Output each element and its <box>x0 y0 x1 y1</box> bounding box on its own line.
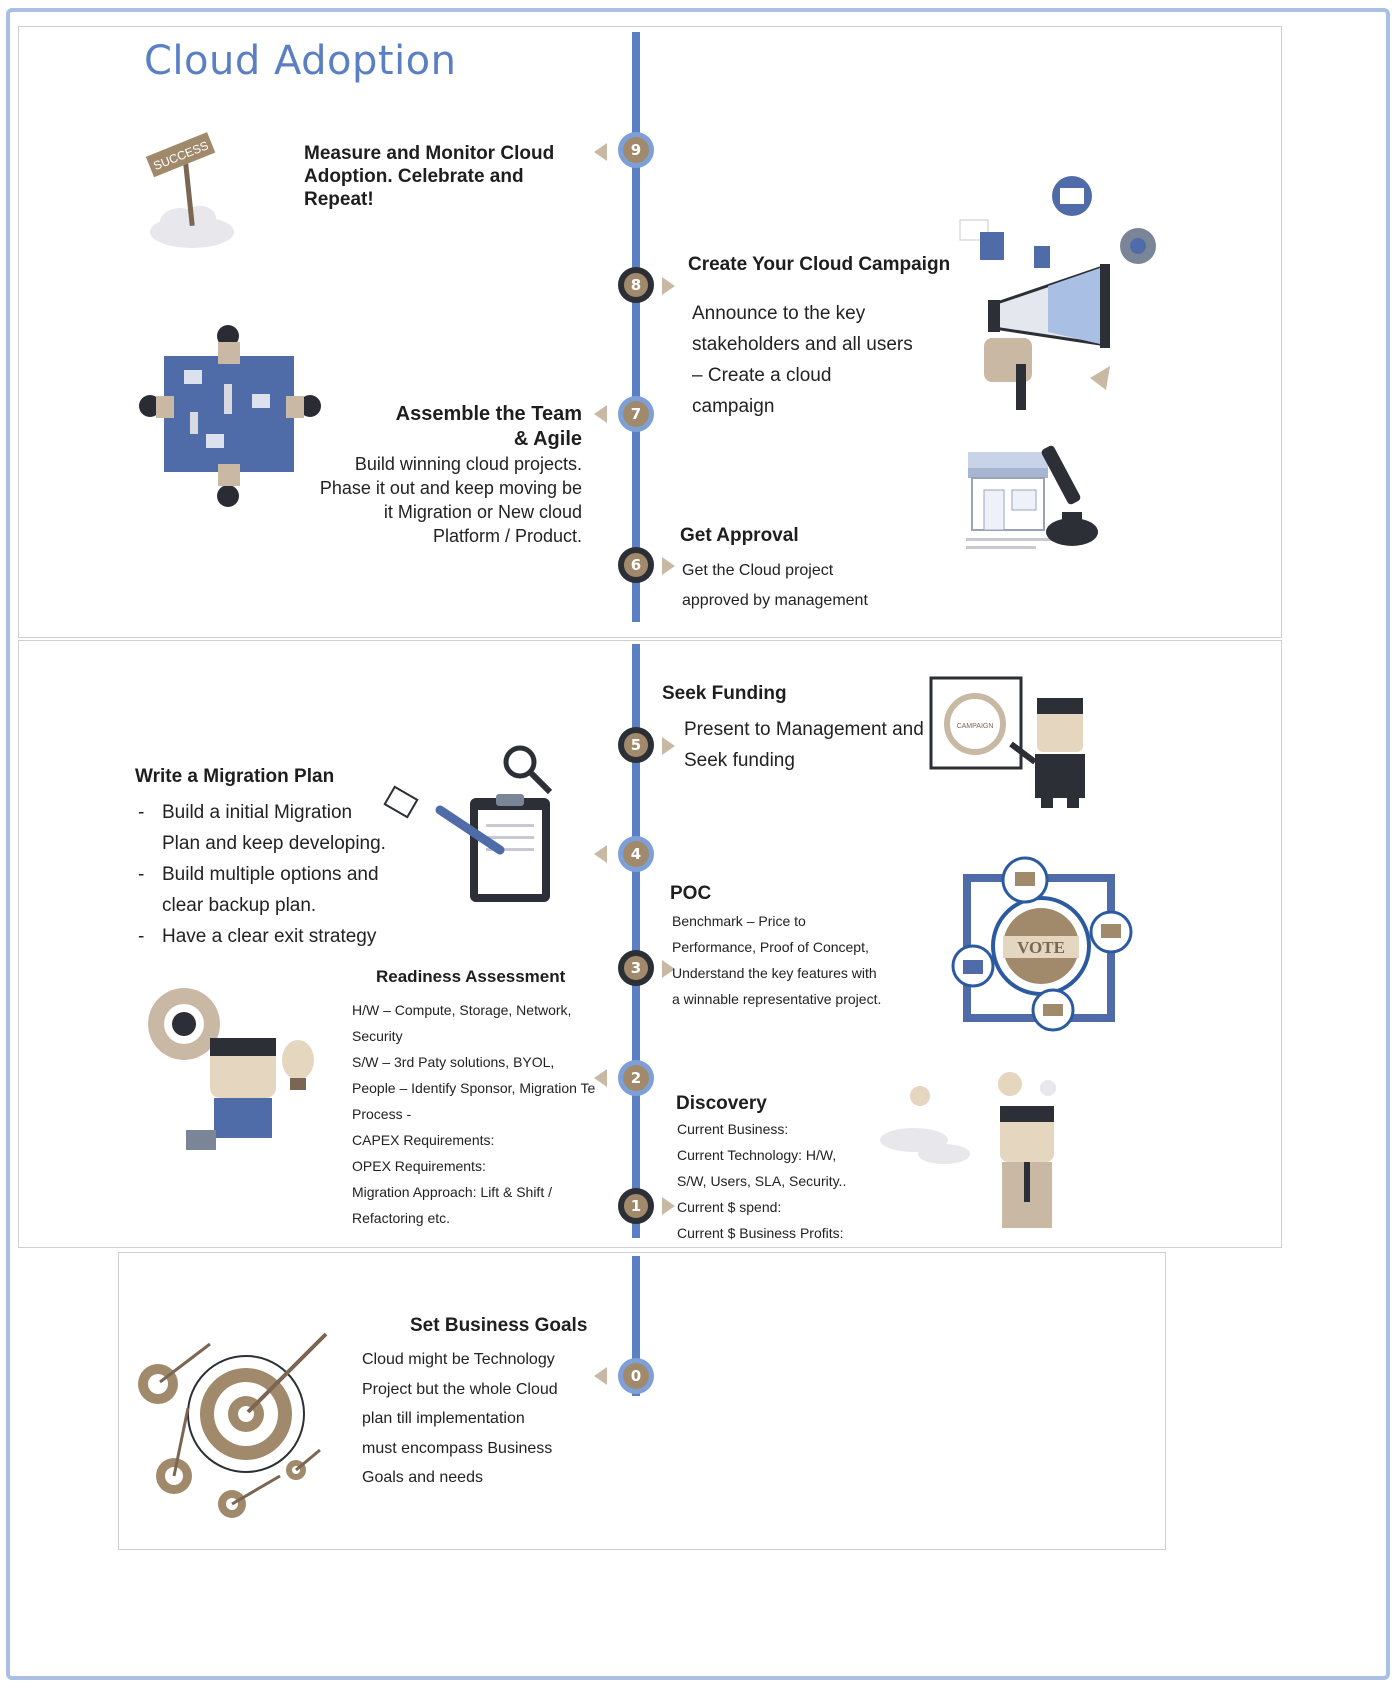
presenter-chart-icon: CAMPAIGN <box>929 676 1085 808</box>
step-node: 4 <box>618 836 654 872</box>
step-description: H/W – Compute, Storage, Network, Securit… <box>352 1002 596 1226</box>
approval-stamp-icon <box>966 445 1098 549</box>
step-heading: POC <box>670 883 712 904</box>
panel-bottom <box>118 1252 1166 1550</box>
step-node: 7 <box>618 396 654 432</box>
step-heading: Measure and Monitor Cloud Adoption. Cele… <box>304 143 555 210</box>
team-meeting-table-icon <box>139 325 321 507</box>
timeline-axis-middle <box>632 644 640 1238</box>
step-pointer <box>662 960 675 978</box>
step-heading: Discovery <box>676 1093 767 1114</box>
discovery-person-icon <box>880 1072 1056 1228</box>
step-description: Benchmark – Price to Performance, Proof … <box>672 913 882 1007</box>
timeline-axis-top <box>632 32 640 622</box>
step-pointer <box>594 1367 607 1385</box>
success-signpost-icon: SUCCESS <box>145 132 234 248</box>
step-node: 9 <box>618 132 654 168</box>
step-description: Announce to the key stakeholders and all… <box>692 303 913 417</box>
target-darts-icon <box>138 1332 328 1518</box>
step-node: 1 <box>618 1188 654 1224</box>
step-description: Build a initial Migration Plan and keep … <box>134 797 386 952</box>
svg-text:VOTE: VOTE <box>1017 938 1065 957</box>
step-pointer <box>662 737 675 755</box>
step-heading: Readiness Assessment <box>376 967 566 986</box>
step-node: 0 <box>618 1358 654 1394</box>
step-heading: Assemble the Team & Agile <box>395 403 582 450</box>
megaphone-icon <box>959 176 1156 410</box>
step-pointer <box>594 405 607 423</box>
page-title: Cloud Adoption <box>144 38 457 84</box>
step-heading: Get Approval <box>680 525 799 546</box>
step-pointer <box>594 1069 607 1087</box>
step-description: Build winning cloud projects. Phase it o… <box>319 454 582 546</box>
step-heading: Create Your Cloud Campaign <box>688 254 951 275</box>
step-pointer <box>662 557 675 575</box>
step-pointer <box>662 1197 675 1215</box>
step-node: 3 <box>618 950 654 986</box>
step-pointer <box>594 845 607 863</box>
outer-frame <box>6 8 1390 1680</box>
step-pointer <box>662 277 675 295</box>
step-description: Cloud might be Technology Project but th… <box>362 1351 558 1486</box>
step-node: 5 <box>618 727 654 763</box>
thinking-person-icon <box>148 988 314 1150</box>
step-description: Current Business: Current Technology: H/… <box>677 1121 847 1241</box>
step-node: 2 <box>618 1060 654 1096</box>
step-node: 6 <box>618 547 654 583</box>
vote-icon: VOTE <box>951 856 1133 1032</box>
step-heading: Write a Migration Plan <box>135 766 335 787</box>
timeline-axis-bottom <box>632 1256 640 1396</box>
clipboard-plan-icon <box>383 745 553 902</box>
step-pointer <box>594 143 607 161</box>
svg-text:CAMPAIGN: CAMPAIGN <box>957 723 994 730</box>
step-node: 8 <box>618 267 654 303</box>
step-heading: Set Business Goals <box>410 1315 588 1336</box>
step-description: Present to Management and Seek funding <box>684 719 924 771</box>
step-heading: Seek Funding <box>662 683 787 704</box>
step-description: Get the Cloud project approved by manage… <box>682 562 868 609</box>
